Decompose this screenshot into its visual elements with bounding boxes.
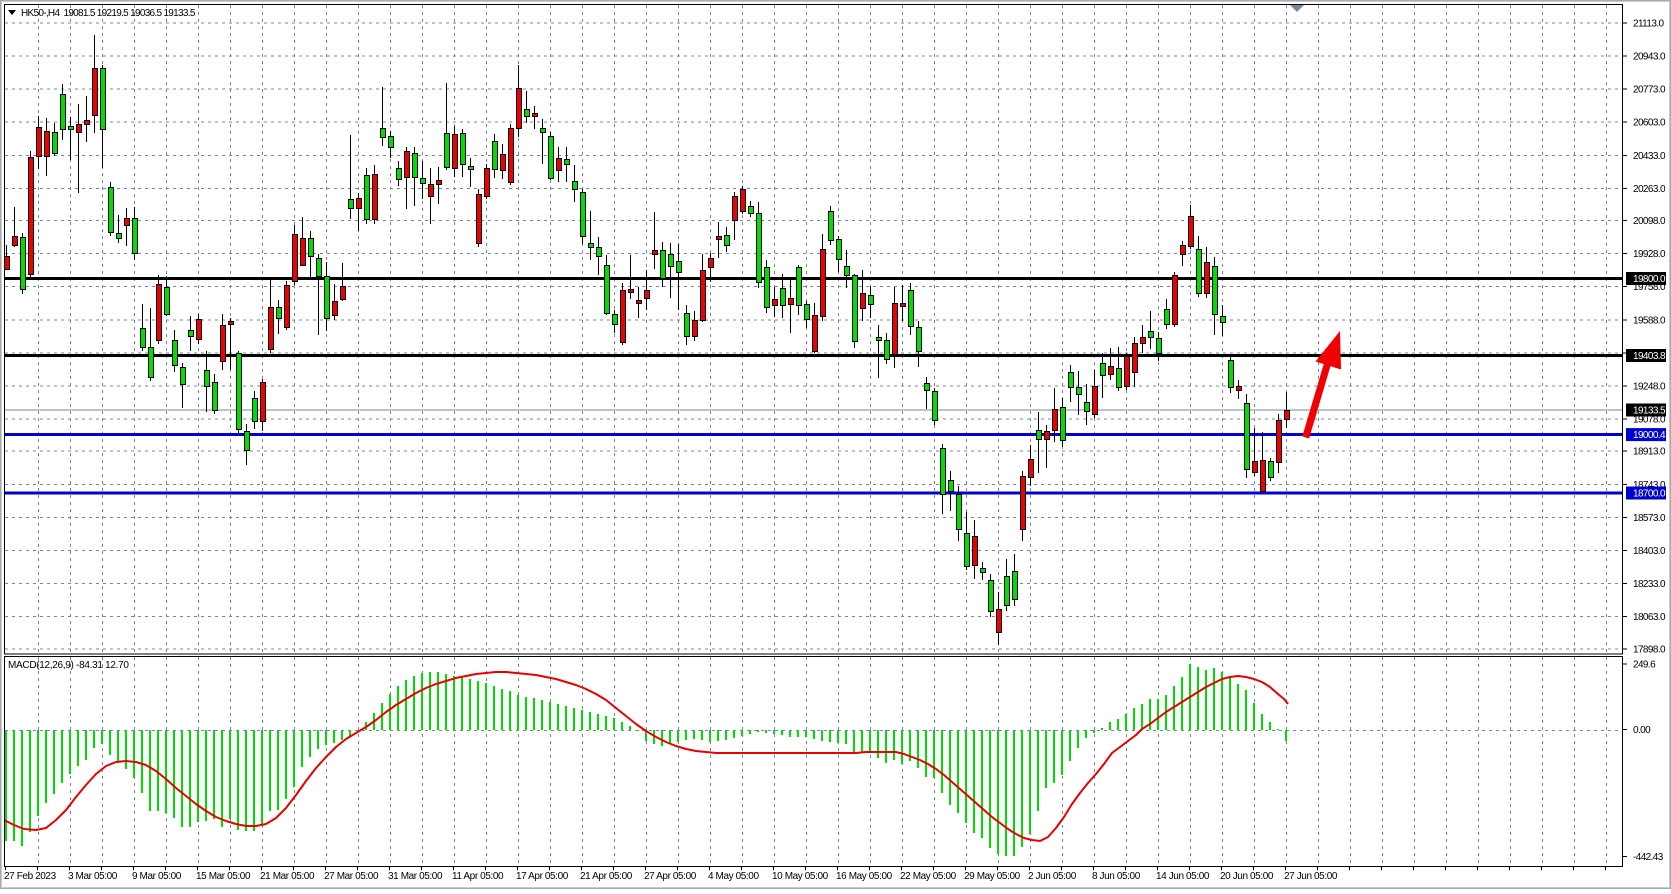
svg-text:19000.4: 19000.4 <box>1633 430 1666 441</box>
svg-text:21 Apr 05:00: 21 Apr 05:00 <box>580 871 633 882</box>
svg-text:18403.0: 18403.0 <box>1633 546 1666 557</box>
svg-text:20263.0: 20263.0 <box>1633 184 1666 195</box>
svg-text:17 Apr 05:00: 17 Apr 05:00 <box>516 871 569 882</box>
svg-text:20773.0: 20773.0 <box>1633 85 1666 96</box>
svg-text:31 Mar 05:00: 31 Mar 05:00 <box>388 871 443 882</box>
svg-text:249.6: 249.6 <box>1633 659 1656 670</box>
svg-text:8 Jun 05:00: 8 Jun 05:00 <box>1092 871 1141 882</box>
svg-text:4 May 05:00: 4 May 05:00 <box>708 871 759 882</box>
svg-text:20943.0: 20943.0 <box>1633 52 1666 63</box>
svg-text:19800.0: 19800.0 <box>1633 274 1666 285</box>
svg-text:3 Mar 05:00: 3 Mar 05:00 <box>68 871 118 882</box>
svg-text:14 Jun 05:00: 14 Jun 05:00 <box>1156 871 1210 882</box>
svg-text:11 Apr 05:00: 11 Apr 05:00 <box>452 871 504 882</box>
svg-text:HK50-,H4 19081.5 19219.5 1903: HK50-,H4 19081.5 19219.5 19036.5 19133.5 <box>21 8 196 19</box>
svg-text:19133.5: 19133.5 <box>1633 406 1666 417</box>
svg-text:15 Mar 05:00: 15 Mar 05:00 <box>196 871 251 882</box>
svg-text:21113.0: 21113.0 <box>1633 18 1665 29</box>
svg-text:18573.0: 18573.0 <box>1633 513 1666 524</box>
svg-text:9 Mar 05:00: 9 Mar 05:00 <box>132 871 182 882</box>
svg-text:19588.0: 19588.0 <box>1633 315 1666 326</box>
svg-text:22 May 05:00: 22 May 05:00 <box>900 871 957 882</box>
svg-text:-442.43: -442.43 <box>1633 852 1664 863</box>
svg-text:18700.0: 18700.0 <box>1633 489 1666 500</box>
svg-text:18233.0: 18233.0 <box>1633 579 1666 590</box>
svg-text:20603.0: 20603.0 <box>1633 118 1666 129</box>
svg-text:18063.0: 18063.0 <box>1633 612 1666 623</box>
svg-text:21 Mar 05:00: 21 Mar 05:00 <box>260 871 315 882</box>
svg-text:20 Jun 05:00: 20 Jun 05:00 <box>1220 871 1274 882</box>
svg-text:MACD(12,26,9) -84.31 12.70: MACD(12,26,9) -84.31 12.70 <box>8 660 129 671</box>
svg-text:18743.0: 18743.0 <box>1633 480 1666 491</box>
svg-text:27 Jun 05:00: 27 Jun 05:00 <box>1284 871 1338 882</box>
svg-text:19758.0: 19758.0 <box>1633 282 1666 293</box>
svg-text:0.00: 0.00 <box>1633 725 1651 736</box>
svg-text:27 Feb 2023: 27 Feb 2023 <box>4 871 57 882</box>
svg-text:20433.0: 20433.0 <box>1633 151 1666 162</box>
svg-text:2 Jun 05:00: 2 Jun 05:00 <box>1028 871 1077 882</box>
svg-text:10 May 05:00: 10 May 05:00 <box>772 871 829 882</box>
svg-text:16 May 05:00: 16 May 05:00 <box>836 871 893 882</box>
svg-text:27 Mar 05:00: 27 Mar 05:00 <box>324 871 379 882</box>
svg-text:29 May 05:00: 29 May 05:00 <box>964 871 1021 882</box>
svg-text:19248.0: 19248.0 <box>1633 382 1666 393</box>
svg-text:19928.0: 19928.0 <box>1633 249 1666 260</box>
svg-text:27 Apr 05:00: 27 Apr 05:00 <box>644 871 697 882</box>
svg-text:18913.0: 18913.0 <box>1633 447 1666 458</box>
svg-text:19403.8: 19403.8 <box>1633 351 1666 362</box>
svg-text:17898.0: 17898.0 <box>1633 644 1666 655</box>
svg-text:19078.0: 19078.0 <box>1633 415 1666 426</box>
svg-text:20098.0: 20098.0 <box>1633 216 1666 227</box>
